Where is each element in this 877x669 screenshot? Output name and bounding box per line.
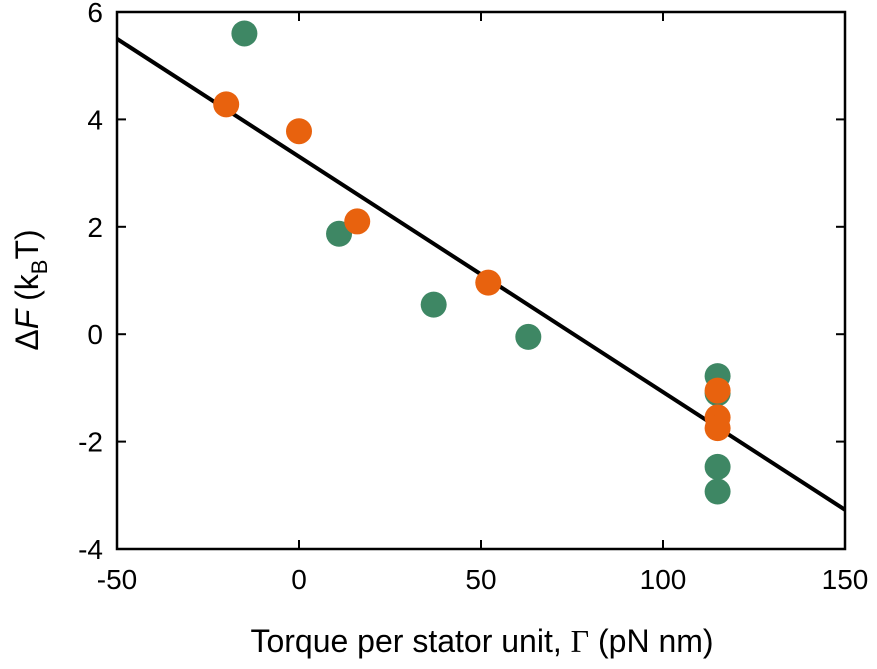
data-point-series-2-5 [704, 377, 731, 404]
y-tick-label: 4 [87, 104, 103, 135]
y-axis-title-subscript: B [27, 260, 52, 275]
y-axis-title-open: (k [9, 273, 45, 310]
y-axis-title-close: T) [9, 229, 45, 259]
x-tick-label: 150 [822, 564, 869, 595]
y-axis-title-delta: Δ [9, 329, 45, 350]
plot-marks [117, 20, 845, 512]
data-point-series-2-1 [213, 91, 240, 118]
y-axis-title: ΔF (kBT) [9, 229, 52, 350]
y-tick-label: 6 [87, 0, 103, 28]
data-point-series-2-4 [475, 269, 502, 296]
y-tick-label: 2 [87, 212, 103, 243]
x-axis-title-symbol: Γ [571, 623, 590, 659]
data-point-series-1-8 [704, 478, 731, 505]
data-point-series-1-1 [231, 20, 258, 47]
y-tick-label: -4 [78, 534, 103, 565]
x-axis-title: Torque per stator unit, Γ (pN nm) [250, 623, 713, 659]
data-point-series-1-3 [420, 291, 447, 318]
y-tick-label: -2 [78, 427, 103, 458]
x-tick-label: 50 [465, 564, 496, 595]
data-point-series-1-2 [326, 220, 353, 247]
data-point-series-1-4 [515, 323, 542, 350]
x-tick-label: 0 [291, 564, 307, 595]
axis-ticks: -50 0 50 100 150 -4 -2 0 2 4 6 [78, 0, 868, 595]
y-tick-label: 0 [87, 319, 103, 350]
data-point-series-2-2 [286, 118, 312, 145]
x-tick-label: -50 [97, 564, 137, 595]
x-axis-title-prefix: Torque per stator unit, [250, 623, 570, 659]
y-axis-title-variable: F [9, 307, 45, 329]
data-point-series-2-7 [704, 415, 731, 442]
data-point-series-1-7 [704, 453, 731, 480]
x-axis-title-suffix: (pN nm) [589, 623, 713, 659]
data-point-series-2-3 [344, 208, 371, 235]
x-tick-label: 100 [640, 564, 687, 595]
